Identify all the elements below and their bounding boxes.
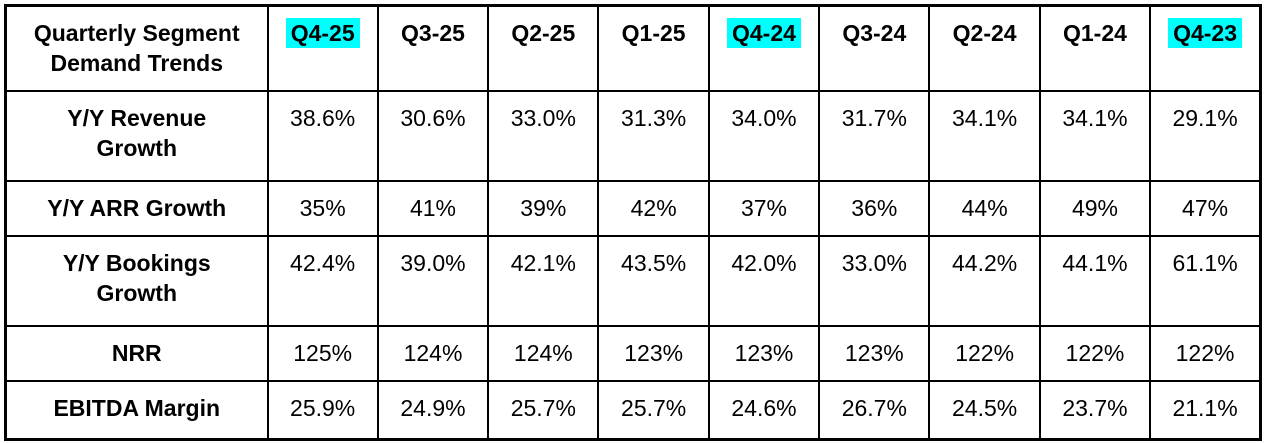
table-body: Y/Y Revenue Growth 38.6% 30.6% 33.0% 31.3% 34… — [4, 89, 1262, 441]
data-cell: 25.7% — [597, 379, 710, 441]
data-cell: 41% — [376, 179, 490, 237]
data-cell: 44.2% — [928, 234, 1041, 327]
data-cell: 33.0% — [487, 89, 600, 182]
data-cell: 35% — [266, 179, 379, 237]
column-header-q4-25: Q4-25 — [266, 4, 379, 92]
data-cell: 42.4% — [266, 234, 379, 327]
table-row: Y/Y Revenue Growth 38.6% 30.6% 33.0% 31.3% 34… — [4, 89, 1262, 182]
column-header-q3-25: Q3-25 — [376, 4, 490, 92]
data-cell: 36% — [818, 179, 931, 237]
data-cell: 30.6% — [376, 89, 490, 182]
quarter-label: Q1-24 — [1062, 20, 1127, 46]
data-cell: 24.9% — [376, 379, 490, 441]
row-label: EBITDA Margin — [4, 379, 269, 441]
column-header-q1-24: Q1-24 — [1038, 4, 1152, 92]
table-row: NRR 125% 124% 124% 123% 123% 123% 122% 122% 122% — [4, 324, 1262, 382]
data-cell: 47% — [1149, 179, 1262, 237]
data-cell: 39% — [487, 179, 600, 237]
data-cell: 122% — [1149, 324, 1262, 382]
data-cell: 25.7% — [487, 379, 600, 441]
quarter-label: Q3-24 — [842, 20, 907, 46]
row-label: Y/Y Revenue Growth — [4, 89, 269, 182]
quarter-label: Q2-25 — [511, 20, 576, 46]
data-cell: 39.0% — [376, 234, 490, 327]
data-cell: 25.9% — [266, 379, 379, 441]
data-cell: 122% — [928, 324, 1041, 382]
data-cell: 122% — [1038, 324, 1152, 382]
data-cell: 125% — [266, 324, 379, 382]
data-cell: 34.1% — [1038, 89, 1152, 182]
data-cell: 33.0% — [818, 234, 931, 327]
data-cell: 44% — [928, 179, 1041, 237]
column-header-q1-25: Q1-25 — [597, 4, 710, 92]
column-header-q3-24: Q3-24 — [818, 4, 931, 92]
highlighted-quarter-label: Q4-23 — [1168, 18, 1243, 48]
column-header-q4-24: Q4-24 — [707, 4, 821, 92]
row-label: Y/Y ARR Growth — [4, 179, 269, 237]
data-cell: 42% — [597, 179, 710, 237]
table-row: Y/Y ARR Growth 35% 41% 39% 42% 37% 36% 44% 49% 47… — [4, 179, 1262, 237]
header-row: Quarterly Segment Demand Trends Q4-25 Q3-… — [4, 4, 1262, 92]
data-cell: 124% — [487, 324, 600, 382]
highlighted-quarter-label: Q4-24 — [727, 18, 801, 48]
column-header-q4-23: Q4-23 — [1149, 4, 1262, 92]
data-cell: 42.0% — [707, 234, 821, 327]
highlighted-quarter-label: Q4-25 — [285, 18, 360, 48]
quarter-label: Q3-25 — [401, 20, 465, 46]
table-title-cell: Quarterly Segment Demand Trends — [4, 4, 269, 92]
data-cell: 42.1% — [487, 234, 600, 327]
quarter-label: Q2-24 — [952, 20, 1017, 46]
quarter-label: Q1-25 — [621, 20, 686, 46]
data-cell: 26.7% — [818, 379, 931, 441]
data-cell: 31.7% — [818, 89, 931, 182]
data-cell: 37% — [707, 179, 821, 237]
quarterly-segment-demand-trends-table: Quarterly Segment Demand Trends Q4-25 Q3-… — [4, 4, 1262, 441]
data-cell: 124% — [376, 324, 490, 382]
table-row: EBITDA Margin 25.9% 24.9% 25.7% 25.7% 24.6% 26… — [4, 379, 1262, 441]
data-cell: 24.6% — [707, 379, 821, 441]
table-row: Y/Y Bookings Growth 42.4% 39.0% 42.1% 43.5% 4… — [4, 234, 1262, 327]
row-label: Y/Y Bookings Growth — [4, 234, 269, 327]
data-cell: 49% — [1038, 179, 1152, 237]
data-cell: 123% — [707, 324, 821, 382]
column-header-q2-24: Q2-24 — [928, 4, 1041, 92]
column-header-q2-25: Q2-25 — [487, 4, 600, 92]
data-cell: 43.5% — [597, 234, 710, 327]
row-label: NRR — [4, 324, 269, 382]
data-cell: 24.5% — [928, 379, 1041, 441]
data-cell: 34.0% — [707, 89, 821, 182]
data-cell: 123% — [818, 324, 931, 382]
data-cell: 29.1% — [1149, 89, 1262, 182]
data-cell: 61.1% — [1149, 234, 1262, 327]
data-cell: 21.1% — [1149, 379, 1262, 441]
data-cell: 123% — [597, 324, 710, 382]
data-cell: 31.3% — [597, 89, 710, 182]
data-cell: 44.1% — [1038, 234, 1152, 327]
data-cell: 23.7% — [1038, 379, 1152, 441]
data-cell: 38.6% — [266, 89, 379, 182]
data-cell: 34.1% — [928, 89, 1041, 182]
